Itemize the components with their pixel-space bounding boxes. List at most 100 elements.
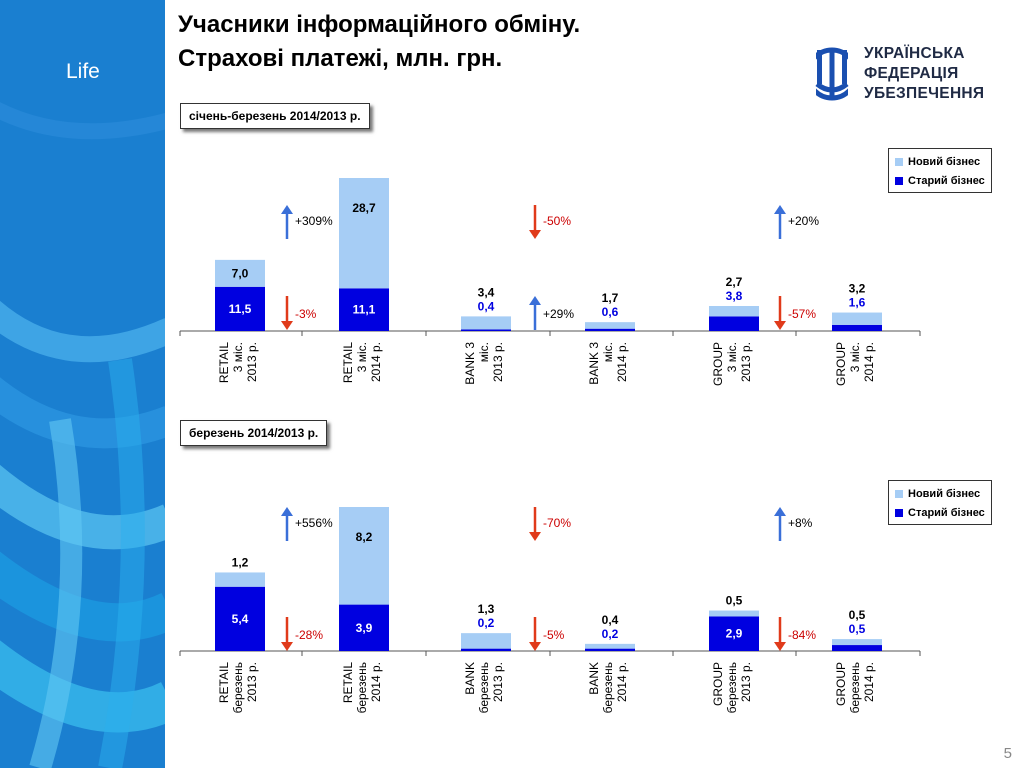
category-label-line: GROUP bbox=[834, 662, 848, 706]
category-label: BANK березень 2013 р. bbox=[463, 662, 505, 713]
legend-entry-new: Новий бізнес bbox=[895, 484, 985, 503]
bar-new-business bbox=[339, 507, 389, 605]
bar-new-business bbox=[339, 178, 389, 289]
logo-text: УКРАЇНСЬКА ФЕДЕРАЦІЯ УБЕЗПЕЧЕННЯ bbox=[864, 44, 984, 104]
period-label-2: березень 2014/2013 р. bbox=[180, 420, 328, 446]
category-label-line: BANK 3 bbox=[587, 342, 601, 385]
data-label-new: 0,4 bbox=[602, 613, 619, 627]
category-label-line: BANK bbox=[587, 662, 601, 695]
bar-old-business bbox=[339, 288, 389, 331]
data-label-new: 1,2 bbox=[232, 555, 249, 569]
category-label: GROUP 3 міс. 2013 р. bbox=[711, 342, 753, 386]
legend-swatch bbox=[895, 489, 903, 498]
data-label-new: 8,2 bbox=[356, 530, 373, 544]
bar-new-business bbox=[832, 312, 882, 325]
bar-old-business bbox=[461, 648, 511, 651]
bar-new-business bbox=[215, 572, 265, 587]
data-label-old: 3,8 bbox=[726, 289, 743, 303]
data-label-new: 28,7 bbox=[352, 201, 376, 215]
arrow-up-icon bbox=[281, 205, 293, 214]
category-label-line: 3 міс. bbox=[848, 342, 862, 372]
bar-new-business bbox=[585, 643, 635, 649]
legend-entry-old: Старий бізнес bbox=[895, 171, 985, 190]
bar-new-business bbox=[709, 306, 759, 317]
category-label-line: міс. bbox=[601, 342, 615, 362]
category-label: GROUP березень 2013 р. bbox=[711, 662, 753, 713]
category-label-line: 2014 р. bbox=[369, 342, 383, 382]
bar-new-business bbox=[832, 639, 882, 646]
category-label-line: RETAIL bbox=[217, 342, 231, 383]
legend-entry-old: Старий бізнес bbox=[895, 503, 985, 522]
category-label-line: BANK 3 bbox=[463, 342, 477, 385]
category-label-line: березень bbox=[477, 662, 491, 713]
category-label: RETAIL березень 2013 р. bbox=[217, 662, 259, 714]
arrow-down-icon bbox=[281, 321, 293, 330]
data-label-new: 0,5 bbox=[849, 608, 866, 622]
change-percent-label: -70% bbox=[543, 516, 571, 530]
logo-line: ФЕДЕРАЦІЯ bbox=[864, 65, 959, 82]
category-label-line: RETAIL bbox=[341, 342, 355, 383]
category-label-line: RETAIL bbox=[217, 662, 231, 703]
category-label-line: 3 міс. bbox=[725, 342, 739, 372]
ufu-logo-icon bbox=[806, 44, 858, 104]
category-label-line: 2013 р. bbox=[491, 342, 505, 382]
title-line-1: Учасники інформаційного обміну. bbox=[178, 11, 581, 38]
category-label-line: 2013 р. bbox=[739, 662, 753, 702]
bar-new-business bbox=[709, 610, 759, 617]
data-label-new: 2,7 bbox=[726, 275, 743, 289]
data-label-old: 11,1 bbox=[353, 303, 376, 317]
page-title: Учасники інформаційного обміну. Страхові… bbox=[178, 8, 580, 76]
category-label-line: міс. bbox=[477, 342, 491, 362]
data-label-new: 1,3 bbox=[478, 602, 495, 616]
category-label: BANK 3 міс. 2014 р. bbox=[587, 342, 629, 385]
category-label-line: 2013 р. bbox=[245, 342, 259, 382]
category-label-line: 2014 р. bbox=[369, 662, 383, 702]
bar-old-business bbox=[709, 616, 759, 651]
data-label-old: 0,2 bbox=[602, 627, 619, 641]
legend-1: Новий бізнес Старий бізнес bbox=[888, 148, 992, 193]
category-label: RETAIL 3 міс. 2013 р. bbox=[217, 342, 259, 383]
legend-swatch bbox=[895, 176, 903, 185]
data-label-old: 2,9 bbox=[726, 627, 743, 641]
category-label-line: березень bbox=[231, 662, 245, 713]
arrow-up-icon bbox=[281, 507, 293, 516]
category-label-line: 2013 р. bbox=[739, 342, 753, 382]
change-percent-label: -57% bbox=[788, 307, 816, 321]
category-label-line: березень bbox=[725, 662, 739, 713]
data-label-old: 0,5 bbox=[849, 622, 866, 636]
change-percent-label: -84% bbox=[788, 628, 816, 642]
category-label: RETAIL 3 міс. 2014 р. bbox=[341, 342, 383, 383]
period-label-1: січень-березень 2014/2013 р. bbox=[180, 103, 370, 129]
bar-old-business bbox=[215, 586, 265, 651]
category-label-line: GROUP bbox=[711, 662, 725, 706]
data-label-new: 3,4 bbox=[478, 285, 495, 299]
change-percent-label: +309% bbox=[295, 214, 333, 228]
title-line-2: Страхові платежі, млн. грн. bbox=[178, 45, 503, 72]
legend-text: Старий бізнес bbox=[908, 506, 985, 519]
change-percent-label: +20% bbox=[788, 214, 819, 228]
bar-old-business bbox=[461, 329, 511, 331]
legend-entry-new: Новий бізнес bbox=[895, 152, 985, 171]
bar-new-business bbox=[461, 633, 511, 649]
data-label-new: 0,5 bbox=[726, 594, 743, 608]
data-label-old: 3,9 bbox=[356, 621, 373, 635]
category-label-line: 3 міс. bbox=[231, 342, 245, 372]
legend-text: Новий бізнес bbox=[908, 487, 981, 500]
arrow-up-icon bbox=[774, 205, 786, 214]
change-percent-label: -28% bbox=[295, 628, 323, 642]
change-percent-label: +29% bbox=[543, 307, 574, 321]
bar-old-business bbox=[832, 324, 882, 331]
change-percent-label: -5% bbox=[543, 628, 565, 642]
logo-line: УБЕЗПЕЧЕННЯ bbox=[864, 85, 985, 102]
legend-swatch bbox=[895, 157, 903, 166]
wave-pattern bbox=[0, 102, 165, 768]
bar-new-business bbox=[585, 322, 635, 329]
category-label-line: GROUP bbox=[711, 342, 725, 386]
bar-new-business bbox=[461, 316, 511, 330]
legend-2: Новий бізнес Старий бізнес bbox=[888, 480, 992, 525]
arrow-down-icon bbox=[529, 642, 541, 651]
category-label-line: RETAIL bbox=[341, 662, 355, 703]
arrow-down-icon bbox=[529, 230, 541, 239]
arrow-down-icon bbox=[774, 321, 786, 330]
sidebar-decor: Life bbox=[0, 0, 165, 768]
